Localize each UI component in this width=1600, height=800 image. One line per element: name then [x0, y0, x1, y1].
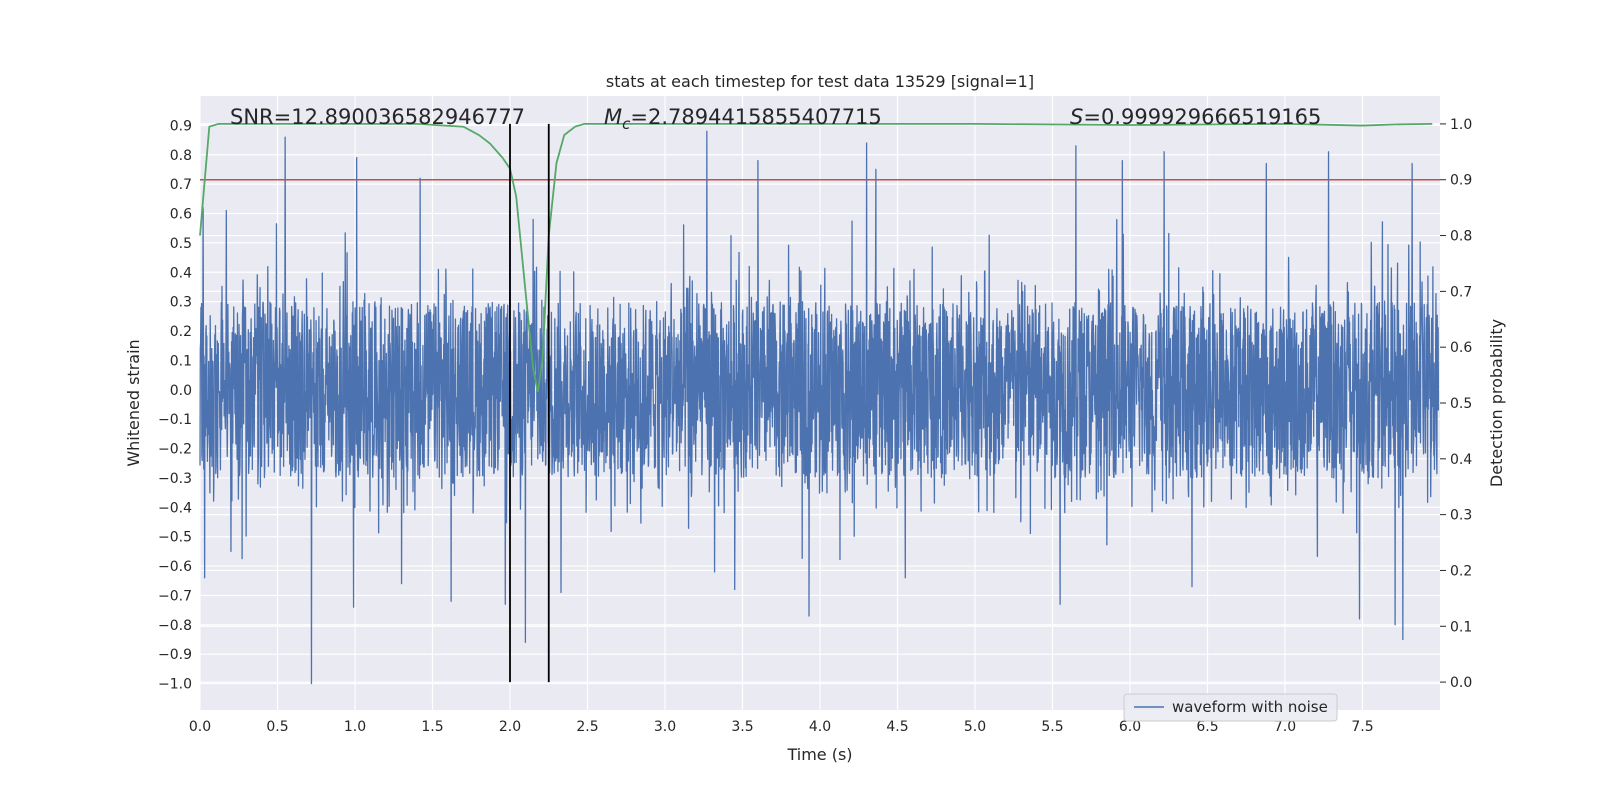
legend-label-waveform: waveform with noise	[1172, 698, 1328, 716]
y-tick-label: 0.3	[170, 295, 192, 311]
waveform-line	[199, 130, 1440, 685]
y-tick-label: −0.7	[158, 588, 192, 604]
y-tick-label: −0.2	[158, 442, 192, 458]
y2-tick-label: 0.1	[1450, 619, 1472, 635]
probability-series	[199, 123, 1433, 393]
y-tick-label: −1.0	[158, 677, 192, 693]
y-tick-label: −0.1	[158, 412, 192, 428]
y-tick-label: 0.6	[170, 207, 192, 223]
x-tick-label: 2.0	[499, 719, 521, 735]
y-tick-label: 0.5	[170, 236, 192, 252]
x-axis-title: Time (s)	[786, 745, 852, 764]
s-value: =0.999929666519165	[1083, 105, 1321, 129]
y-tick-label: −0.8	[158, 618, 192, 634]
y2-tick-label: 0.5	[1450, 396, 1472, 412]
x-tick-label: 4.0	[809, 719, 831, 735]
y2-tick-label: 0.0	[1450, 675, 1472, 691]
s-symbol: S	[1070, 105, 1083, 129]
y2-axis-ticks: 1.0 0.9 0.8 0.7 0.6 0.5 0.4 0.3 0.2 0.1 0.0	[1440, 117, 1472, 691]
y-tick-label: 0.4	[170, 265, 192, 281]
legend-box	[1123, 693, 1338, 722]
y-tick-label: −0.5	[158, 530, 192, 546]
x-tick-label: 0.0	[189, 719, 211, 735]
waveform-series	[199, 130, 1440, 685]
s-annotation: S=0.999929666519165	[1070, 105, 1321, 129]
legend: waveform with noise	[1123, 693, 1338, 722]
x-tick-label: 7.0	[1274, 719, 1296, 735]
x-tick-label: 5.0	[964, 719, 986, 735]
x-tick-label: 4.5	[886, 719, 908, 735]
y-axis-title: Whitened strain	[124, 339, 143, 466]
x-tick-label: 2.5	[576, 719, 598, 735]
x-tick-label: 1.5	[421, 719, 443, 735]
y-tick-label: −0.9	[158, 647, 192, 663]
y-tick-label: 0.7	[170, 177, 192, 193]
y2-tick-label: 0.6	[1450, 340, 1472, 356]
probability-line	[199, 123, 1433, 393]
x-tick-label: 5.5	[1041, 719, 1063, 735]
y2-tick-label: 0.4	[1450, 452, 1472, 468]
x-tick-label: 3.5	[731, 719, 753, 735]
y2-tick-label: 0.8	[1450, 229, 1472, 245]
x-tick-label: 6.5	[1196, 719, 1218, 735]
y-tick-label: −0.4	[158, 500, 192, 516]
signal-window	[509, 123, 550, 683]
x-tick-label: 7.5	[1351, 719, 1373, 735]
x-axis-ticks: 0.0 0.5 1.0 1.5 2.0 2.5 3.0 3.5 4.0 4.5 5.0 5.5 6.0 6…	[189, 719, 1374, 735]
x-tick-label: 3.0	[654, 719, 676, 735]
y-tick-label: 0.1	[170, 353, 192, 369]
y-tick-label: 0.9	[170, 118, 192, 134]
y-tick-label: −0.6	[158, 559, 192, 575]
y-tick-label: −0.3	[158, 471, 192, 487]
snr-annotation: SNR=12.890036582946777	[230, 105, 525, 129]
chart-title: stats at each timestep for test data 135…	[606, 72, 1034, 91]
y-tick-label: 0.2	[170, 324, 192, 340]
y2-tick-label: 0.7	[1450, 284, 1472, 300]
x-tick-label: 6.0	[1119, 719, 1141, 735]
x-tick-label: 1.0	[344, 719, 366, 735]
y-axis-ticks: 0.9 0.8 0.7 0.6 0.5 0.4 0.3 0.2 0.1 0.0 −0.1 −0.2 −0…	[158, 118, 192, 692]
x-tick-label: 0.5	[266, 719, 288, 735]
chirp-mass-subscript: c	[622, 115, 631, 133]
y2-tick-label: 0.3	[1450, 508, 1472, 524]
y2-tick-label: 1.0	[1450, 117, 1472, 133]
y2-tick-label: 0.2	[1450, 563, 1472, 579]
y-tick-label: 0.0	[170, 383, 192, 399]
y-tick-label: 0.8	[170, 148, 192, 164]
chirp-mass-value: =2.7894415855407715	[630, 105, 881, 129]
chirp-mass-annotation: Mc=2.7894415855407715	[604, 105, 882, 133]
y2-axis-title: Detection probability	[1487, 319, 1506, 487]
chirp-mass-symbol: M	[604, 105, 622, 129]
y2-tick-label: 0.9	[1450, 173, 1472, 189]
